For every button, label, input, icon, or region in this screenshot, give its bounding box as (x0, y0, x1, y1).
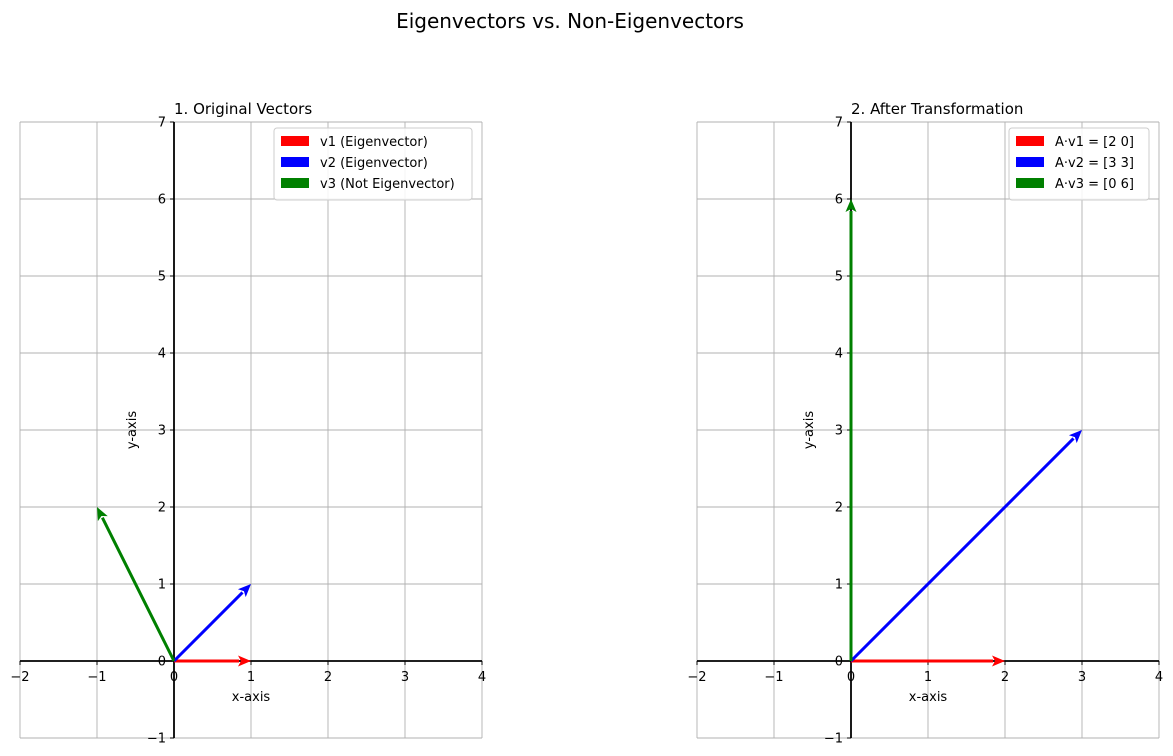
vector-head (97, 507, 108, 522)
chart-panels: −2 −1 0 1 2 3 4 −1 0 1 2 3 4 5 6 7 x-axis y-axis 1. Origin… (10, 100, 1163, 747)
y-axis-label: y-axis (802, 411, 817, 449)
vector-arrow-1 (174, 655, 251, 667)
vector-head (1068, 430, 1082, 444)
legend-label: v1 (Eigenvector) (320, 135, 428, 150)
x-tick-label: −1 (764, 670, 783, 685)
vector-head (845, 199, 857, 212)
y-tick-label: 0 (835, 655, 843, 670)
y-axis-label: y-axis (125, 411, 140, 449)
x-tick-label: 2 (1001, 670, 1009, 685)
y-tick-label: 7 (158, 116, 166, 131)
legend: v1 (Eigenvector) v2 (Eigenvector) v3 (Not … (273, 127, 473, 201)
chart-panel-1: −2 −1 0 1 2 3 4 −1 0 1 2 3 4 5 6 7 x-axis y-axis 1. Origin… (10, 100, 486, 747)
x-axis-label: x-axis (232, 690, 271, 705)
y-tick-label: 0 (158, 655, 166, 670)
x-tick-label: 3 (401, 670, 409, 685)
y-tick-label: 1 (158, 578, 166, 593)
x-tick-label: 3 (1078, 670, 1086, 685)
vector-arrow-3 (845, 199, 857, 661)
legend-swatch (1016, 136, 1044, 146)
legend-swatch (281, 178, 309, 188)
figure-title: Eigenvectors vs. Non-Eigenvectors (396, 9, 744, 33)
chart-title: 2. After Transformation (851, 100, 1023, 118)
vector-arrow-1 (851, 655, 1005, 667)
vector-arrow-3 (97, 507, 176, 662)
chart-title: 1. Original Vectors (174, 100, 312, 118)
chart-panel-2: −2 −1 0 1 2 3 4 −1 0 1 2 3 4 5 6 7 x-axis y-axis 2. After … (687, 100, 1163, 747)
vector-head (238, 655, 251, 667)
legend-label: A·v3 = [0 6] (1055, 177, 1134, 192)
legend-label: v2 (Eigenvector) (320, 156, 428, 171)
y-tick-label: 4 (835, 347, 843, 362)
y-tick-label: 2 (158, 501, 166, 516)
y-tick-label: 2 (835, 501, 843, 516)
y-tick-label: 3 (158, 424, 166, 439)
y-tick-label: 3 (835, 424, 843, 439)
legend-swatch (281, 157, 309, 167)
vector-head (992, 655, 1005, 667)
vector-head (237, 584, 251, 598)
vector-shaft (101, 517, 176, 662)
y-tick-label: 6 (158, 193, 166, 208)
legend-swatch (1016, 157, 1044, 167)
vector-shaft (849, 437, 1075, 663)
x-tick-label: 2 (324, 670, 332, 685)
x-tick-label: 0 (847, 670, 855, 685)
vector-arrow-2 (172, 584, 251, 663)
legend-label: A·v2 = [3 3] (1055, 156, 1134, 171)
x-tick-label: −1 (87, 670, 106, 685)
legend-label: A·v1 = [2 0] (1055, 135, 1134, 150)
y-tick-label: 5 (835, 270, 843, 285)
legend-label: v3 (Not Eigenvector) (320, 177, 455, 192)
y-tick-label: 5 (158, 270, 166, 285)
x-tick-label: 4 (1155, 670, 1163, 685)
y-tick-label: 7 (835, 116, 843, 131)
x-axis-label: x-axis (909, 690, 948, 705)
x-tick-label: −2 (687, 670, 706, 685)
legend-swatch (1016, 178, 1044, 188)
legend-swatch (281, 136, 309, 146)
vector-shaft (172, 591, 244, 663)
x-tick-label: −2 (10, 670, 29, 685)
y-tick-label: 1 (835, 578, 843, 593)
y-tick-label: −1 (824, 732, 843, 747)
y-tick-label: −1 (147, 732, 166, 747)
legend: A·v1 = [2 0] A·v2 = [3 3] A·v3 = [0 6] (1008, 127, 1150, 201)
x-tick-label: 1 (924, 670, 932, 685)
vector-arrow-2 (849, 430, 1082, 663)
x-tick-label: 1 (247, 670, 255, 685)
y-tick-label: 4 (158, 347, 166, 362)
x-tick-label: 4 (478, 670, 486, 685)
x-tick-label: 0 (170, 670, 178, 685)
legend-box (273, 127, 473, 201)
y-tick-label: 6 (835, 193, 843, 208)
